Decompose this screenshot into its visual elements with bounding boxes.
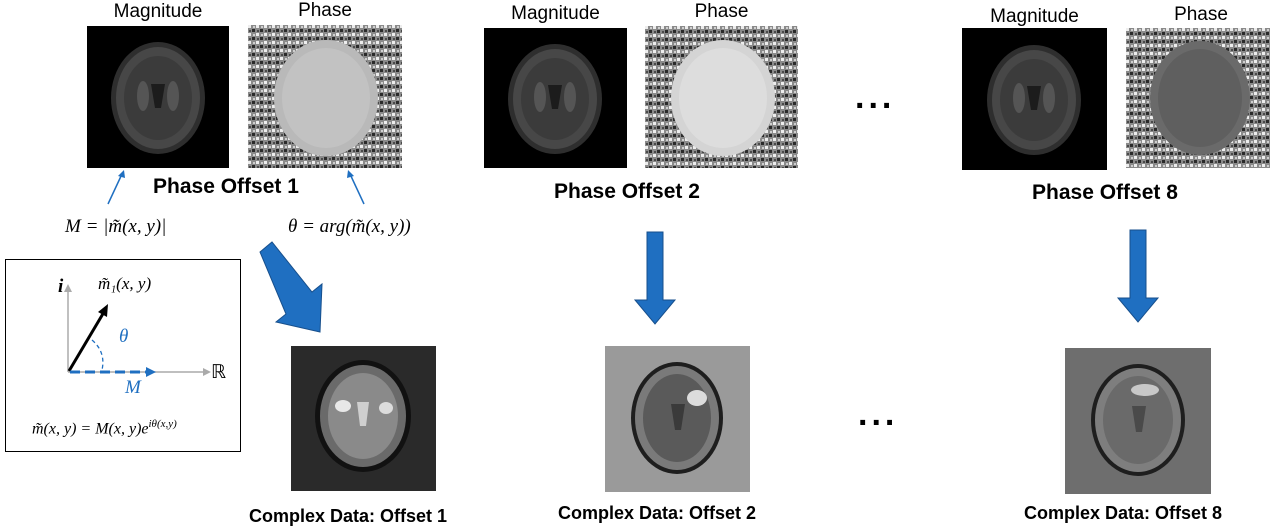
magnitude-label-1: Magnitude [113,1,203,22]
phase-image-2 [645,26,798,168]
phase-offset-8-title: Phase Offset 8 [1032,181,1178,204]
complex-image-8 [1065,348,1211,494]
magnitude-label-2: Magnitude [511,3,600,24]
complex-equation-sup: iθ(x,y) [148,418,177,430]
magnitude-image-1 [87,26,229,168]
theta-label: θ [119,326,129,347]
vector-label: m̃₁(x, y) [98,274,152,293]
top-ellipsis: ... [855,78,896,116]
complex-equation-main: m̃(x, y) = M(x, y)e [32,420,149,438]
phase-label-8: Phase [1174,4,1228,25]
phase-offset-1-title: Phase Offset 1 [153,175,299,198]
phase-image-8 [1126,28,1270,168]
magnitude-m-label: M [125,377,141,398]
bottom-ellipsis: ... [858,395,899,433]
complex-offset-2-title: Complex Data: Offset 2 [558,503,757,523]
phase-image-1 [248,25,402,168]
phase-offset-2-title: Phase Offset 2 [554,180,700,203]
magnitude-formula: M = |m̃(x, y)| [65,216,167,237]
diagonal-down-arrow [259,241,323,333]
complex-offset-1-title: Complex Data: Offset 1 [249,506,448,526]
complex-image-2 [605,346,750,492]
magnitude-label-8: Magnitude [990,6,1079,27]
imag-axis-label: i [58,276,64,297]
phase-pointer-arrow [347,170,365,205]
down-arrow-8 [1116,229,1160,323]
complex-image-1 [291,346,436,491]
real-axis-label: ℝ [211,362,227,383]
complex-equation: m̃(x, y) = M(x, y)eiθ(x,y) [32,418,177,438]
magnitude-pointer-arrow [107,170,125,205]
complex-plane-inset: i ℝ m̃₁(x, y) θ M m̃(x, y) = M(x, y)eiθ(… [5,259,241,452]
down-arrow-2 [633,231,677,325]
magnitude-image-8 [962,28,1107,170]
phase-formula: θ = arg(m̃(x, y)) [288,216,411,237]
phase-label-2: Phase [694,1,749,22]
magnitude-image-2 [484,28,627,168]
complex-offset-8-title: Complex Data: Offset 8 [1024,503,1223,523]
phase-label-1: Phase [298,0,352,21]
